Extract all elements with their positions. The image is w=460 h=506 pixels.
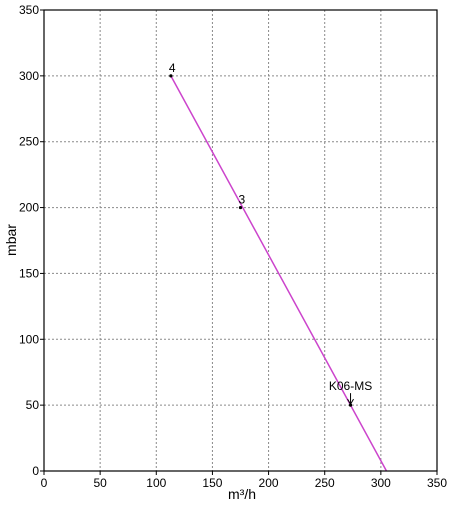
axes: 0 50 100 150 200 250 300 350 0 50 100 150 200 250 300 3… [19, 3, 447, 490]
y-tick-label: 250 [19, 135, 39, 149]
y-tick-label: 100 [19, 332, 39, 346]
x-tick-label: 100 [146, 476, 166, 490]
annotation-arrow-head [347, 398, 354, 406]
data-point [169, 74, 173, 78]
point-label: K06-MS [329, 379, 372, 393]
y-axis-title: mbar [3, 224, 19, 256]
point-label: 3 [239, 193, 246, 207]
y-tick-label: 300 [19, 69, 39, 83]
point-label: 4 [169, 61, 176, 75]
grid [44, 10, 437, 471]
x-tick-label: 200 [259, 476, 279, 490]
x-tick-label: 50 [93, 476, 107, 490]
data-point [238, 205, 243, 210]
x-axis-title: m³/h [228, 486, 256, 502]
x-tick-label: 150 [202, 476, 222, 490]
y-tick-label: 0 [32, 464, 39, 478]
x-tick-label: 300 [371, 476, 391, 490]
x-tick-label: 250 [315, 476, 335, 490]
series-line [170, 75, 388, 472]
x-tick-label: 350 [427, 476, 447, 490]
data-point [348, 403, 353, 407]
x-tick-label: 0 [41, 476, 48, 490]
plot-frame [43, 9, 438, 472]
y-tick-label: 200 [19, 201, 39, 215]
annotations: 4 3 K06-MS [169, 61, 372, 407]
series-layer [170, 75, 388, 472]
y-tick-label: 350 [19, 3, 39, 17]
y-tick-label: 50 [26, 398, 40, 412]
y-tick-label: 150 [19, 266, 39, 280]
